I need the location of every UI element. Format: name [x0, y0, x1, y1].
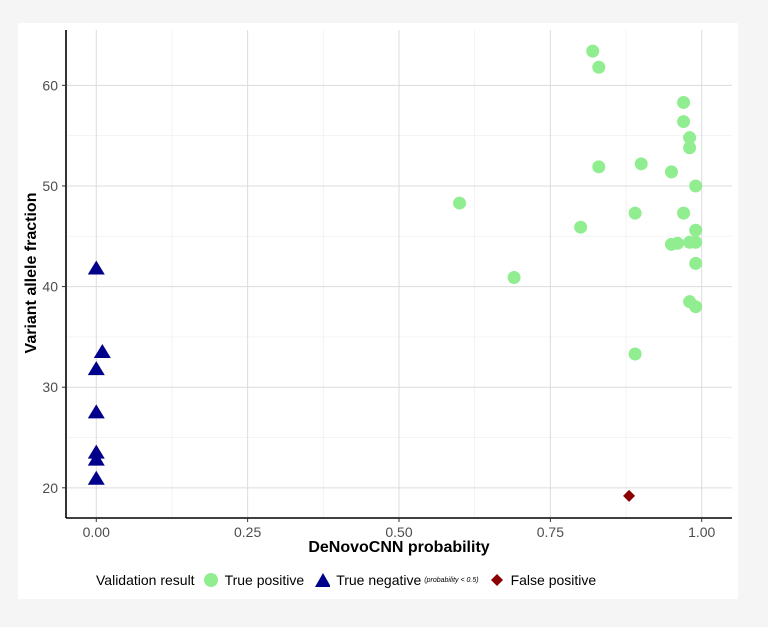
legend-item-false-positive: False positive [489, 571, 597, 589]
false-positive-point [623, 489, 636, 502]
true-positive-point [453, 196, 467, 210]
true-negative-point [87, 260, 105, 275]
true-positive-point [592, 60, 606, 74]
true-positive-point [628, 347, 642, 361]
y-tick-label: 40 [42, 279, 58, 295]
legend-item-true-positive: True positive [203, 571, 305, 589]
y-axis-title: Variant allele fraction [23, 193, 40, 354]
y-tick-label: 30 [42, 379, 58, 395]
legend-title: Validation result [96, 572, 195, 588]
legend: Validation result True positive True neg… [96, 571, 606, 589]
true-negative-point [87, 361, 105, 376]
x-tick-label: 0.50 [385, 524, 412, 540]
x-tick-label: 1.00 [688, 524, 715, 540]
true-positive-point [689, 256, 703, 270]
true-positive-point [574, 220, 588, 234]
true-positive-point [677, 206, 691, 220]
true-negative-point [87, 451, 105, 466]
true-positive-point [677, 115, 691, 129]
x-tick-label: 0.00 [83, 524, 110, 540]
true-positive-point [664, 165, 678, 179]
chart-card: 0.00 0.25 0.50 0.75 1.00 20 30 40 50 60 DeNovoCNN… [18, 23, 738, 599]
true-positive-point [689, 235, 703, 249]
y-tick-label: 60 [42, 77, 58, 93]
y-tick-label: 50 [42, 178, 58, 194]
true-positive-point [683, 131, 697, 145]
true-negative-point [93, 343, 111, 358]
legend-item-true-negative: True negative (probability < 0.5) [314, 571, 479, 589]
legend-label-true-negative: True negative [336, 572, 422, 588]
legend-note-probability: (probability < 0.5) [424, 576, 479, 584]
y-tick-label: 20 [42, 480, 58, 496]
diamond-marker-icon [489, 571, 505, 589]
true-positive-point [689, 300, 703, 314]
true-positive-point [634, 157, 648, 171]
grid-lines [66, 30, 732, 518]
true-positive-point [592, 160, 606, 174]
true-positive-point [507, 271, 521, 285]
true-positive-point [586, 44, 600, 58]
tick-labels: 0.00 0.25 0.50 0.75 1.00 20 30 40 50 60 [42, 77, 715, 540]
true-positive-point [671, 236, 685, 250]
true-negative-point [87, 404, 105, 419]
triangle-marker-icon [314, 571, 331, 589]
true-negative-point [87, 444, 105, 459]
axes [62, 30, 732, 522]
circle-marker-icon [203, 571, 219, 589]
x-tick-label: 0.75 [537, 524, 564, 540]
true-positive-point [628, 206, 642, 220]
scatter-chart: 0.00 0.25 0.50 0.75 1.00 20 30 40 50 60 DeNovoCNN… [23, 30, 732, 556]
true-positive-point [689, 179, 703, 193]
true-negative-point [87, 470, 105, 485]
legend-label-true-positive: True positive [224, 572, 305, 588]
true-positive-point [689, 223, 703, 237]
legend-label-false-positive: False positive [510, 572, 597, 588]
x-tick-label: 0.25 [234, 524, 261, 540]
data-points [87, 44, 703, 502]
x-axis-title: DeNovoCNN probability [308, 539, 489, 556]
true-positive-point [677, 95, 691, 109]
true-positive-point [683, 141, 697, 155]
